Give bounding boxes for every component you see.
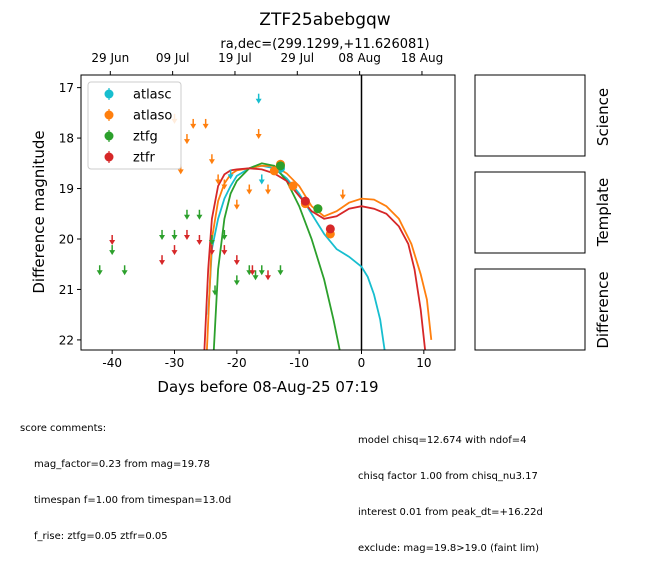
y-tick-label: 18 (59, 132, 74, 146)
chart-subtitle: ra,dec=(299.1299,+11.626081) (220, 37, 429, 52)
upper-limit-atlaso (339, 189, 346, 200)
upper-limit-ztfg (212, 285, 219, 296)
model-comment-line: exclude: mag=19.8>19.0 (faint lim) (358, 543, 540, 554)
score-comment-line: f_rise: ztfg=0.05 ztfr=0.05 (34, 531, 168, 542)
upper-limit-ztfg (258, 265, 265, 276)
science-panel (474, 74, 586, 157)
model-curve-atlaso (206, 164, 433, 350)
upper-limit-ztfg (121, 265, 128, 276)
upper-limit-atlasc (227, 169, 234, 180)
upper-limit-ztfg (221, 229, 228, 240)
y-axis-label: Difference magnitude (30, 130, 48, 293)
upper-limit-atlaso (246, 184, 253, 195)
upper-limit-atlaso (183, 134, 190, 145)
chart-title: ZTF25abebgqw (259, 10, 390, 30)
upper-limit-ztfr (233, 255, 240, 266)
upper-limit-ztfg (233, 275, 240, 286)
top-tick-label: 29 Jul (281, 51, 315, 65)
upper-limit-ztfg (96, 265, 103, 276)
light-curve-chart: ZTF25abebgqw ra,dec=(299.1299,+11.626081… (30, 10, 612, 396)
legend-label-atlasc: atlasc (133, 88, 172, 103)
legend-label-ztfr: ztfr (133, 151, 155, 166)
model-comment-line: interest 0.01 from peak_dt=+16.22d (358, 507, 543, 518)
legend-marker-atlaso (104, 110, 114, 120)
model-curve-ztfg (212, 162, 341, 350)
score-comments: score comments: mag_factor=0.23 from mag… (20, 399, 231, 555)
upper-limit-atlaso (215, 174, 222, 185)
score-comment-line: timespan f=1.00 from timespan=13.0d (34, 495, 232, 506)
x-tick-label: -20 (227, 356, 247, 370)
difference-panel-label: Difference (594, 271, 612, 348)
upper-limit-ztfg (159, 229, 166, 240)
upper-limit-atlaso (190, 118, 197, 129)
model-comment-line: chisq factor 1.00 from chisq_nu3.17 (358, 471, 538, 482)
y-tick-label: 19 (59, 182, 74, 196)
y-tick-label: 21 (59, 283, 74, 297)
legend-marker-atlasc (104, 89, 114, 99)
x-tick-label: -40 (102, 356, 122, 370)
detection-ztfg (313, 204, 323, 214)
upper-limit-ztfr (109, 234, 116, 245)
upper-limit-ztfg (252, 270, 259, 281)
x-axis-label: Days before 08-Aug-25 07:19 (157, 378, 378, 396)
upper-limit-ztfr (221, 245, 228, 256)
top-tick-label: 09 Jul (156, 51, 190, 65)
upper-limit-atlaso (202, 118, 209, 129)
upper-limit-ztfg (109, 245, 116, 256)
upper-limit-ztfr (183, 229, 190, 240)
legend: atlasc atlaso ztfg ztfr (87, 81, 182, 170)
upper-limit-ztfr (159, 255, 166, 266)
score-comment-line: mag_factor=0.23 from mag=19.78 (34, 459, 211, 470)
upper-limit-atlasc (255, 93, 262, 104)
x-tick-label: 10 (416, 356, 431, 370)
top-tick-label: 08 Aug (338, 51, 381, 65)
detection-ztfg (275, 161, 285, 171)
upper-limit-ztfg (208, 234, 215, 245)
x-tick-label: -10 (289, 356, 309, 370)
top-tick-label: 19 Jul (218, 51, 252, 65)
detection-atlaso (288, 181, 298, 191)
y-tick-label: 17 (59, 81, 74, 95)
upper-limit-ztfr (171, 245, 178, 256)
template-panel-label: Template (594, 178, 612, 247)
model-comment-line: model chisq=12.674 with ndof=4 (358, 435, 527, 446)
upper-limit-atlaso (221, 179, 228, 190)
upper-limit-atlaso (233, 199, 240, 210)
legend-marker-ztfr (104, 152, 114, 162)
upper-limit-ztfr (249, 265, 256, 276)
upper-limit-ztfr (265, 270, 271, 281)
x-tick-label: -30 (165, 356, 185, 370)
upper-limit-atlaso (265, 184, 271, 195)
y-tick-label: 22 (59, 333, 74, 347)
plot-area (96, 75, 433, 350)
top-tick-label: 18 Aug (401, 51, 444, 65)
upper-limit-ztfg (183, 209, 190, 220)
plot-frame (80, 74, 456, 351)
legend-label-ztfg: ztfg (133, 130, 158, 145)
upper-limit-ztfg (277, 265, 284, 276)
detection-ztfr (325, 224, 335, 234)
detection-ztfr (300, 196, 310, 206)
upper-limit-ztfg (196, 209, 203, 220)
legend-label-atlaso: atlaso (133, 109, 172, 124)
upper-limit-atlaso (208, 154, 215, 165)
upper-limit-ztfg (171, 229, 178, 240)
upper-limit-atlasc (258, 174, 265, 185)
score-comments-heading: score comments: (20, 423, 107, 434)
legend-marker-ztfg (104, 131, 114, 141)
x-tick-label: 0 (358, 356, 366, 370)
legend-box (87, 81, 182, 170)
difference-panel (474, 268, 586, 351)
science-panel-label: Science (594, 88, 612, 146)
detection-atlaso (269, 166, 279, 176)
upper-limit-atlaso (255, 129, 262, 140)
upper-limit-ztfr (196, 234, 203, 245)
y-tick-label: 20 (59, 232, 74, 246)
top-tick-label: 29 Jun (91, 51, 129, 65)
template-panel (474, 171, 586, 254)
upper-limit-ztfr (208, 245, 215, 256)
model-comments: model chisq=12.674 with ndof=4 chisq fac… (358, 411, 543, 567)
